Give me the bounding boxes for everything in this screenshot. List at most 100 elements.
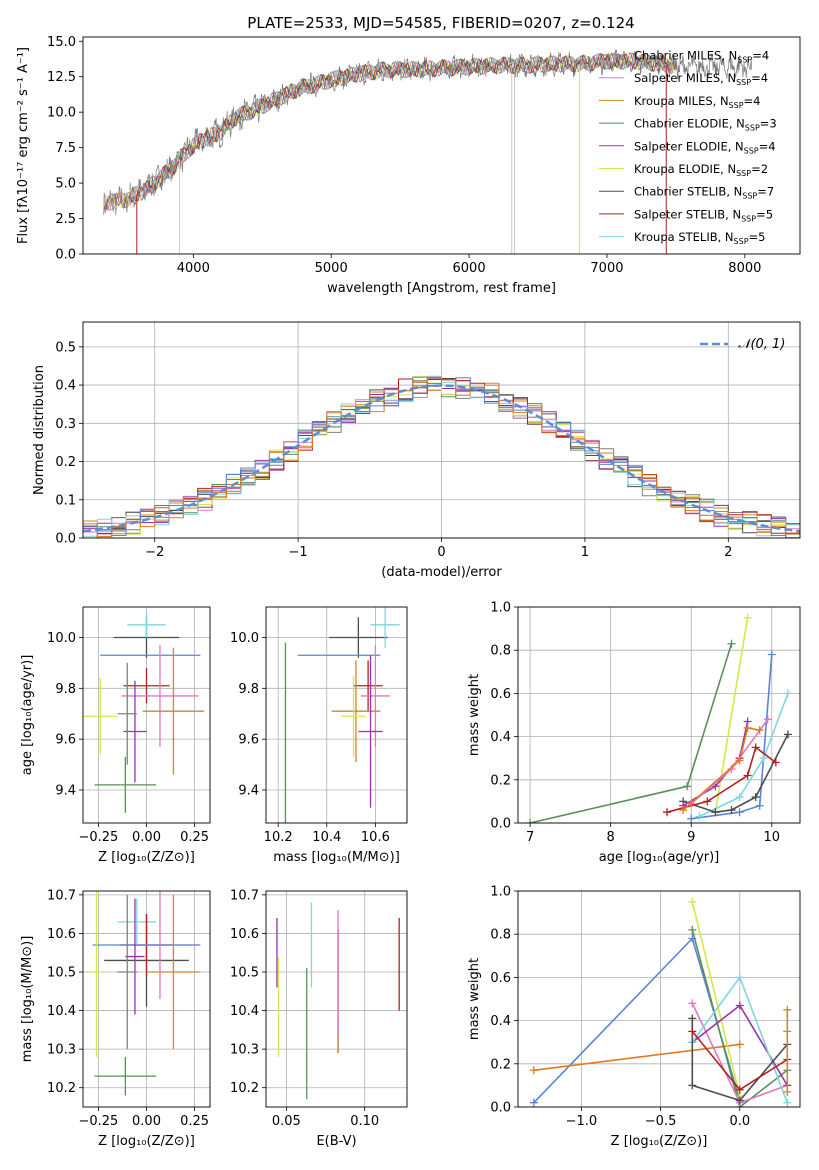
mass-weight-marker: [679, 806, 688, 815]
y-tick-label: 2.5: [55, 212, 76, 227]
legend-entry: Chabrier MILES, NSSP=4: [634, 49, 769, 65]
weight_Z-plot-area: [529, 897, 792, 1107]
mass_Z-y-axis-label: mass [log₁₀(M/M⊙)]: [20, 936, 35, 1063]
mass-weight-marker: [783, 1098, 792, 1107]
x-tick-label: −0.25: [78, 830, 118, 845]
age_Z-x-axis-label: Z [log₁₀(Z/Z⊙)]: [98, 850, 195, 865]
y-tick-label: 0.0: [490, 817, 511, 832]
weight_age-panel: 7 8 9 10 0.0 0.2 0.4 0.6 0.8 1.0 age [log₁₀(age/yr…: [467, 601, 801, 865]
legend-entry: Chabrier ELODIE, NSSP=3: [634, 117, 777, 133]
histogram-step: [83, 376, 800, 538]
mass-weight-marker: [703, 797, 712, 806]
y-tick-label: 9.8: [238, 682, 259, 697]
x-tick-label: 0.00: [132, 830, 161, 845]
legend-entry: 𝒩(0, 1): [738, 337, 785, 352]
y-tick-label: 10.0: [47, 106, 76, 121]
x-tick-label: 10.6: [361, 830, 390, 845]
x-tick-label: −1.0: [566, 1114, 598, 1129]
mass-weight-marker: [683, 782, 692, 791]
y-tick-label: 9.6: [238, 733, 259, 748]
legend-entry: Kroupa STELIB, NSSP=5: [634, 230, 765, 246]
weight_Z-x-axis-label: Z [log₁₀(Z/Z⊙)]: [611, 1134, 708, 1149]
legend-entry: Salpeter STELIB, NSSP=5: [634, 207, 773, 223]
mass-weight-line: [533, 1043, 740, 1072]
age_Z-panel: −0.25 0.00 0.25 9.4 9.6 9.8 10.0 Z [log₁₀(Z/Z⊙)…: [20, 606, 211, 865]
mass-weight-marker: [727, 806, 736, 815]
mass-weight-marker: [751, 793, 760, 802]
weight_Z-y-axis-label: mass weight: [467, 958, 482, 1040]
y-tick-label: 10.4: [47, 1004, 76, 1019]
mass-weight-marker: [688, 925, 697, 934]
spectrum-x-axis-label: wavelength [Angstrom, rest frame]: [327, 281, 556, 296]
y-tick-label: 0.2: [490, 773, 511, 788]
y-tick-label: 15.0: [47, 35, 76, 50]
y-tick-label: 0.4: [490, 730, 511, 745]
mass-weight-line: [691, 901, 741, 1097]
mass-weight-marker: [783, 689, 792, 698]
y-tick-label: 10.2: [47, 1081, 76, 1096]
y-tick-label: 0.8: [490, 928, 511, 943]
x-tick-label: −0.5: [645, 1114, 677, 1129]
y-tick-label: 0.4: [55, 379, 76, 394]
y-tick-label: 10.0: [47, 631, 76, 646]
mass-weight-marker: [688, 1081, 697, 1090]
spectrum-y-axis-label: Flux [fλ10⁻¹⁷ erg cm⁻² s⁻¹ A⁻¹]: [16, 47, 31, 244]
y-tick-label: 0.0: [55, 532, 76, 547]
mass_Z-panel: −0.25 0.00 0.25 10.2 10.3 10.4 10.5 10.6 10.7 Z […: [20, 888, 211, 1149]
mass-weight-line: [682, 727, 760, 811]
mass-weight-marker: [735, 1085, 744, 1094]
y-tick-label: 0.0: [55, 248, 76, 263]
age_mass-panel: 10.2 10.4 10.6 9.4 9.6 9.8 10.0 mass [log₁₀(M/M…: [230, 606, 408, 865]
weight_age-plot-area: [526, 613, 792, 823]
residuals-x-axis-label: (data-model)/error: [381, 565, 502, 580]
x-tick-label: 0: [437, 545, 445, 560]
mass-weight-marker: [735, 1096, 744, 1105]
mass-weight-line: [691, 929, 788, 1107]
mass-weight-marker: [771, 758, 780, 767]
mass-weight-marker: [688, 1027, 697, 1036]
mass-weight-line: [698, 693, 789, 818]
x-tick-label: 8: [607, 830, 615, 845]
weight_age-y-axis-label: mass weight: [467, 674, 482, 756]
y-tick-label: 0.0: [490, 1101, 511, 1116]
mass-weight-marker: [759, 754, 768, 763]
y-tick-label: 0.4: [490, 1014, 511, 1029]
x-tick-label: 10: [764, 830, 781, 845]
x-tick-label: 2: [724, 545, 732, 560]
x-tick-label: −1: [289, 545, 308, 560]
mass-weight-marker: [735, 756, 744, 765]
weight_Z-panel: −1.0 −0.5 0.0 0.0 0.2 0.4 0.6 0.8 1.0 Z [log₁₀(Z/…: [467, 885, 801, 1149]
mass-weight-marker: [767, 650, 776, 659]
y-tick-label: 9.4: [238, 783, 259, 798]
legend-entry: Salpeter MILES, NSSP=4: [634, 71, 768, 87]
x-tick-label: 10.2: [264, 830, 293, 845]
x-tick-label: 8000: [728, 261, 761, 276]
age_mass-plot-area: [284, 607, 400, 823]
mass-weight-marker: [735, 1001, 744, 1010]
x-tick-label: 1: [581, 545, 589, 560]
x-tick-label: 0.25: [180, 830, 209, 845]
x-tick-label: 7000: [590, 261, 623, 276]
mass-weight-marker: [735, 973, 744, 982]
y-tick-label: 0.1: [55, 493, 76, 508]
y-tick-label: 1.0: [490, 601, 511, 616]
model-fit-line: [130, 52, 670, 203]
x-tick-label: −2: [145, 545, 164, 560]
y-tick-label: 10.0: [230, 631, 259, 646]
mass-weight-line: [691, 1018, 788, 1102]
x-tick-label: 0.00: [132, 1114, 161, 1129]
mass-weight-marker: [687, 814, 696, 823]
mass-weight-marker: [755, 726, 764, 735]
mass-weight-marker: [743, 613, 752, 622]
mass-weight-marker: [743, 723, 752, 732]
age_Z-plot-area: [83, 612, 205, 813]
x-tick-label: 9: [687, 830, 695, 845]
age_Z-y-axis-label: age [log₁₀(age/yr)]: [20, 655, 35, 776]
age_mass-x-axis-label: mass [log₁₀(M/M⊙)]: [273, 850, 400, 865]
spectrum-plot-area: [103, 49, 753, 254]
y-tick-label: 9.8: [55, 682, 76, 697]
y-tick-label: 10.3: [47, 1043, 76, 1058]
x-tick-label: 0.25: [180, 1114, 209, 1129]
